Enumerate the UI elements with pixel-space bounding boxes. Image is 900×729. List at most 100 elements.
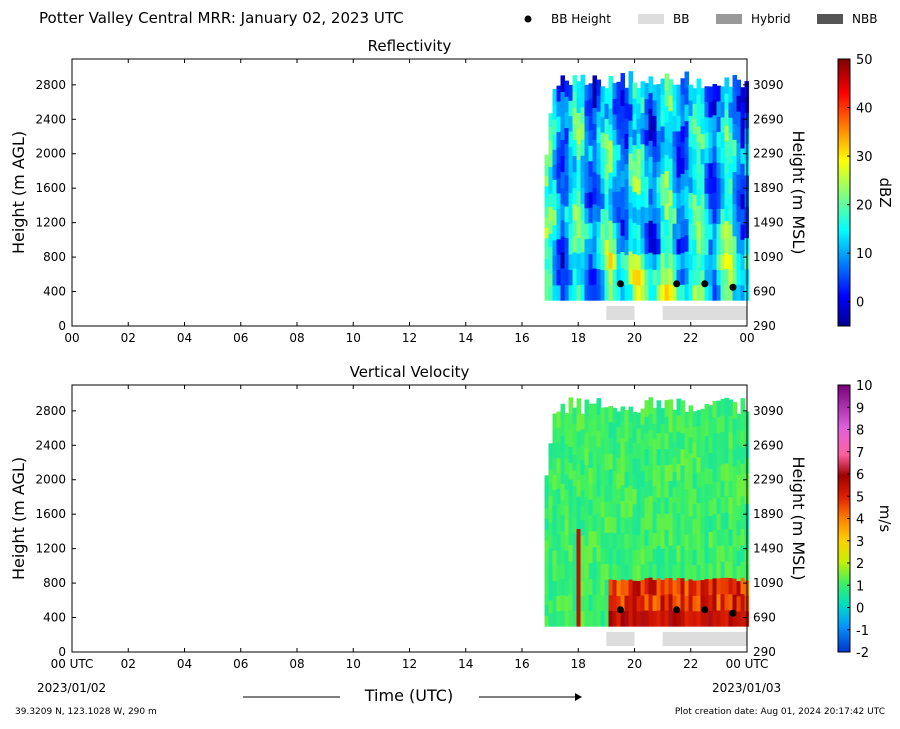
data-cell	[644, 284, 649, 301]
data-cell	[556, 426, 561, 443]
data-cell	[548, 206, 553, 221]
data-cell	[672, 579, 677, 596]
data-cell	[732, 610, 737, 627]
data-cell	[552, 443, 557, 460]
data-cell	[552, 580, 557, 597]
data-cell	[668, 95, 673, 112]
data-cell	[628, 103, 633, 121]
data-cell	[640, 455, 645, 472]
data-cell	[660, 563, 665, 580]
data-cell	[696, 425, 701, 442]
data-cell	[600, 193, 605, 210]
data-cell	[648, 236, 653, 253]
data-cell	[548, 613, 553, 627]
data-cell	[692, 285, 697, 301]
data-cell	[572, 123, 577, 141]
data-cell	[608, 236, 613, 253]
data-cell	[548, 113, 553, 127]
data-cell	[556, 610, 561, 627]
data-cell	[620, 283, 625, 301]
colorbar-tick-label: 10	[856, 247, 873, 262]
data-cell	[596, 95, 601, 112]
data-cell	[544, 507, 549, 519]
data-cell	[672, 564, 677, 581]
data-cell	[700, 595, 705, 612]
data-cell	[732, 155, 737, 173]
data-cell	[556, 442, 561, 459]
data-cell	[636, 473, 641, 490]
data-cell	[600, 239, 605, 255]
data-cell	[628, 218, 633, 236]
data-cell	[580, 123, 585, 140]
data-cell	[708, 193, 713, 210]
data-cell	[564, 127, 569, 144]
data-cell	[660, 284, 665, 301]
y-tick-right-label: 1890	[753, 181, 784, 195]
data-cell	[636, 239, 641, 256]
data-cell	[612, 129, 617, 146]
data-cell	[588, 610, 593, 627]
data-cell	[708, 147, 713, 164]
data-cell	[672, 610, 677, 627]
data-cell	[740, 414, 745, 432]
data-cell	[728, 162, 733, 179]
data-cell	[640, 470, 645, 487]
data-cell	[728, 269, 733, 286]
legend-swatch-bb	[638, 14, 664, 24]
data-cell	[616, 457, 621, 474]
data-cell	[732, 498, 737, 515]
data-cell	[712, 513, 717, 531]
data-cell	[544, 615, 549, 627]
data-cell	[672, 192, 677, 209]
data-cell	[644, 577, 649, 595]
data-cell	[616, 503, 621, 520]
data-cell	[696, 595, 701, 612]
data-cell	[616, 564, 621, 581]
data-cell	[640, 610, 645, 627]
data-cell	[736, 580, 741, 597]
data-cell	[560, 594, 565, 611]
data-cell	[616, 253, 621, 270]
data-cell	[700, 103, 705, 119]
data-cell	[728, 577, 733, 595]
data-cell	[592, 139, 597, 157]
data-cell	[720, 415, 725, 432]
data-cell	[664, 186, 669, 204]
data-cell	[612, 160, 617, 177]
data-cell	[648, 413, 653, 431]
data-cell	[644, 464, 649, 482]
x-tick-label: 08	[289, 657, 304, 671]
data-cell	[548, 286, 553, 301]
data-cell	[620, 579, 625, 596]
data-cell	[716, 208, 721, 225]
data-cell	[656, 480, 661, 498]
data-cell	[656, 497, 661, 514]
data-cell	[680, 78, 685, 95]
data-cell	[612, 176, 617, 193]
data-cell	[576, 561, 581, 578]
data-cell	[672, 517, 677, 534]
data-cell	[736, 413, 741, 430]
data-cell	[560, 451, 565, 468]
data-cell	[600, 594, 605, 612]
data-cell	[688, 421, 693, 438]
data-cell	[728, 86, 733, 103]
data-cell	[556, 284, 561, 301]
data-cell	[580, 106, 585, 124]
data-cell	[616, 284, 621, 301]
data-cell	[676, 496, 681, 513]
data-cell	[588, 129, 593, 146]
data-cell	[588, 83, 593, 100]
data-cell	[660, 205, 665, 222]
data-cell	[588, 419, 593, 437]
data-cell	[728, 431, 733, 449]
data-cell	[620, 170, 625, 188]
data-cell	[732, 123, 737, 140]
colorbar-tick-label: 0	[856, 296, 864, 311]
data-cell	[576, 479, 581, 497]
data-cell	[584, 254, 589, 270]
data-cell	[572, 423, 577, 440]
data-cell	[644, 160, 649, 177]
data-cell	[716, 416, 721, 434]
data-cell	[576, 221, 581, 239]
